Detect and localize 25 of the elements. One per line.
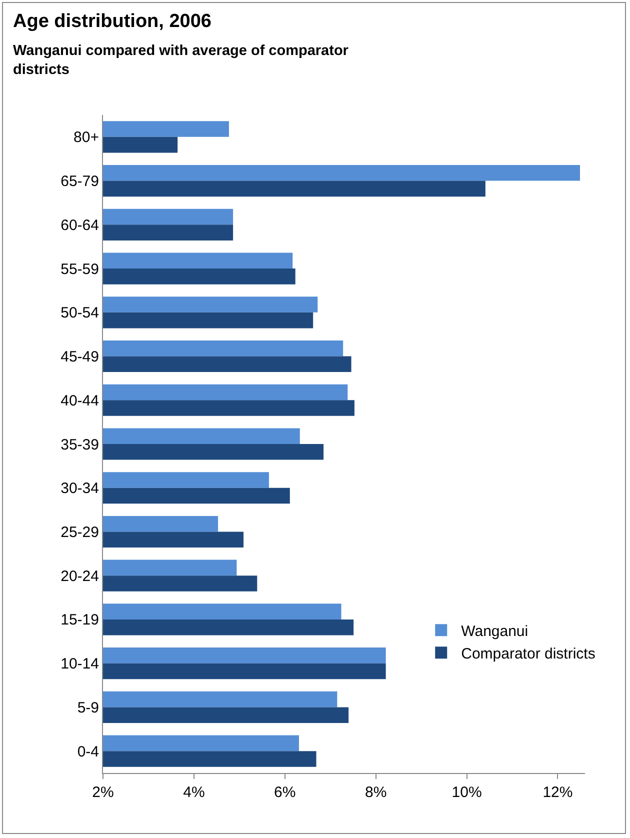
y-tick-label: 50-54 xyxy=(60,304,99,322)
legend-label: Wanganui xyxy=(461,623,528,640)
chart-subtitle: Wanganui compared with average of comparator districts xyxy=(13,43,349,78)
y-tick-label: 25-29 xyxy=(60,524,99,541)
y-tick-label: 55-59 xyxy=(60,260,99,278)
y-tick-label: 45-49 xyxy=(60,348,99,366)
x-tick-label: 2% xyxy=(92,784,114,801)
y-tick-label: 5-9 xyxy=(77,699,99,716)
x-tick-label: 8% xyxy=(364,784,387,801)
y-tick-label: 20-24 xyxy=(60,568,99,585)
x-tick-label: 12% xyxy=(542,784,573,801)
y-tick-label: 30-34 xyxy=(60,480,99,498)
y-tick-label: 60-64 xyxy=(60,216,99,234)
y-tick-label: 35-39 xyxy=(60,436,99,454)
y-tick-label: 40-44 xyxy=(60,392,99,410)
x-tick-label: 10% xyxy=(452,784,482,801)
y-tick-label: 0-4 xyxy=(77,743,99,760)
y-tick-label: 80+ xyxy=(74,129,100,146)
y-tick-label: 15-19 xyxy=(60,612,99,629)
x-tick-label: 6% xyxy=(274,784,296,801)
y-tick-label: 10-14 xyxy=(60,656,99,673)
legend-label: Comparator districts xyxy=(461,646,596,662)
chart-title: Age distribution, 2006 xyxy=(13,11,212,32)
y-tick-label: 65-79 xyxy=(60,173,99,190)
x-tick-label: 4% xyxy=(183,784,205,801)
